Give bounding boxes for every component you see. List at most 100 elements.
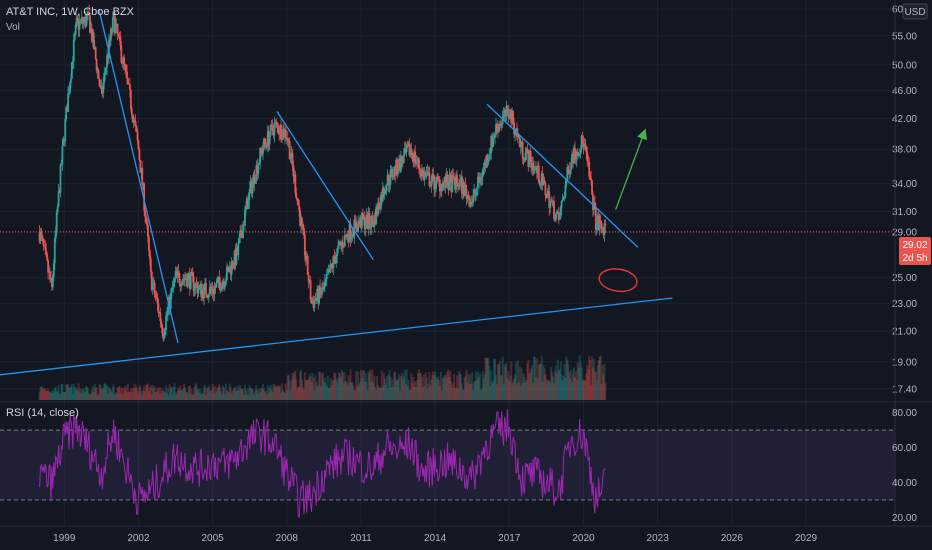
candle-body [504, 109, 507, 117]
candle-body [72, 39, 75, 62]
volume-bar [427, 383, 430, 400]
currency-badge[interactable] [902, 3, 928, 20]
candle-body [245, 198, 248, 208]
candle-body [505, 105, 508, 117]
volume-bar [142, 389, 145, 400]
candle-body [203, 284, 205, 299]
volume-bar [582, 380, 585, 400]
volume-bar [553, 370, 556, 400]
candle-body [162, 333, 165, 339]
candle-body [211, 289, 214, 293]
volume-bar [219, 386, 222, 400]
volume-bar [71, 394, 74, 400]
drawing-layer[interactable] [0, 8, 673, 376]
candle-body [135, 126, 138, 132]
candle-body [507, 107, 510, 117]
candle-body [50, 277, 52, 280]
candle-body [597, 215, 600, 231]
candle-body [334, 259, 337, 264]
candle-body [508, 116, 511, 119]
volume-bar [84, 392, 87, 400]
candle-body [415, 162, 418, 164]
candle-body [103, 73, 106, 83]
volume-bar [378, 386, 381, 400]
volume-bar [506, 378, 509, 400]
candle-body [245, 207, 247, 210]
candle-body [192, 276, 195, 291]
volume-bar [589, 359, 592, 400]
candle-body [81, 17, 84, 24]
volume-bar [332, 380, 335, 400]
candle-body [178, 273, 181, 284]
volume-bar [153, 386, 156, 400]
candle-body [250, 180, 253, 194]
volume-bar [601, 365, 604, 400]
volume-bar [93, 384, 96, 400]
candle-body [58, 190, 61, 193]
candle-body [208, 286, 211, 295]
volume-bar [221, 394, 224, 400]
candle-body [248, 188, 251, 194]
candle-body [51, 276, 54, 288]
volume-bar [154, 392, 157, 400]
candle-body [351, 234, 354, 236]
candle-body [126, 71, 128, 79]
volume-bar [344, 381, 347, 400]
volume-bar [536, 378, 539, 400]
candle-body [470, 201, 473, 205]
candle-body [80, 17, 83, 21]
candle-body [97, 70, 100, 80]
volume-bar [164, 392, 167, 400]
arrow-drawing[interactable] [615, 128, 647, 210]
candle-body [419, 170, 422, 177]
candle-body [127, 78, 129, 84]
volume-bar [73, 386, 76, 400]
trendline[interactable] [98, 8, 179, 344]
candle-body [391, 169, 394, 178]
candle-body [341, 242, 343, 246]
candle-body [187, 273, 190, 275]
volume-bar [591, 366, 594, 400]
candle-body [566, 167, 569, 181]
volume-bar [464, 376, 467, 400]
candle-body [260, 147, 263, 151]
candle-body [166, 313, 168, 316]
volume-bar [160, 393, 163, 400]
volume-bar [478, 373, 481, 400]
candle-body [118, 35, 121, 37]
candle-body [403, 148, 406, 155]
volume-bar [42, 389, 45, 400]
trendline[interactable] [0, 297, 673, 376]
time-tick-label: 2014 [424, 533, 447, 544]
candle-body [570, 162, 573, 170]
candle-body [154, 293, 157, 297]
symbol-title[interactable]: AT&T INC, 1W, Cboe BZX [6, 6, 135, 18]
candle-body [484, 162, 487, 167]
candle-body [236, 247, 239, 256]
volume-bar [246, 388, 249, 400]
candle-body [392, 176, 395, 178]
volume-bar [288, 380, 291, 400]
candle-body [244, 209, 246, 226]
volume-bar [210, 390, 213, 400]
volume-bar [176, 391, 179, 400]
volume-bar [278, 386, 281, 400]
candle-body [402, 154, 405, 164]
candle-body [373, 215, 376, 227]
rsi-label[interactable]: RSI (14, close) [6, 407, 79, 419]
candle-body [340, 243, 342, 246]
trendline[interactable] [276, 110, 374, 261]
volume-bar [157, 387, 160, 400]
ellipse-drawing[interactable] [598, 267, 639, 294]
volume-bar [446, 371, 449, 400]
volume-label[interactable]: Vol [6, 22, 20, 33]
candle-body [433, 175, 436, 190]
candle-body [264, 138, 266, 143]
candle-body [330, 263, 333, 265]
candle-body [478, 177, 481, 184]
candle-body [361, 213, 363, 228]
trendline[interactable] [486, 103, 639, 248]
candle-body [481, 169, 484, 178]
volume-bar [541, 381, 544, 400]
